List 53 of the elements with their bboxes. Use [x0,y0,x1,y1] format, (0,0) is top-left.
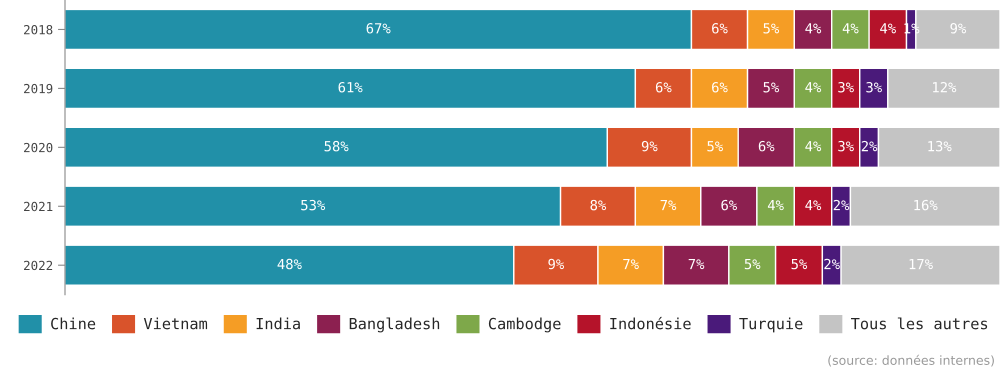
data-label: 48% [278,258,302,270]
data-label: 58% [324,140,348,152]
legend-label: Bangladesh [350,317,440,332]
data-label: 3% [838,82,854,92]
data-label: 67% [366,23,391,34]
data-label: 4% [805,200,822,210]
data-label: 4% [805,23,822,34]
data-label: 6% [656,82,672,92]
data-label: 17% [910,258,933,270]
data-label: 3% [866,82,882,92]
y-tick-label: 2021 [24,202,52,212]
data-label: 6% [712,23,728,34]
legend-label: Chine [51,318,96,330]
data-label: 4% [842,23,859,34]
text: (source: données internes) [828,354,994,366]
data-label: 4% [805,82,822,92]
data-label: 5% [744,258,760,270]
y-tick-label: 2022 [24,260,52,270]
data-label: 6% [758,140,774,152]
data-label: 61% [338,82,362,92]
data-label: 8% [590,200,606,210]
legend-label: Indonésie [610,316,691,330]
data-label: 16% [914,200,938,210]
legend-label: Turquie [739,318,802,332]
data-label: 4% [768,200,784,210]
data-label: 9% [548,258,564,270]
data-label: 9% [642,140,658,152]
data-label: 4% [880,23,896,34]
data-label: 6% [712,82,728,92]
data-label: 6% [721,200,737,210]
data-label: 5% [764,23,780,34]
data-label: 12% [933,82,956,92]
data-label: 2% [862,140,878,152]
legend-label: Vietnam [144,318,208,330]
data-label: 13% [928,140,952,152]
data-label: 5% [792,258,808,270]
data-label: 2% [834,200,850,210]
y-tick-label: 2018 [24,24,52,34]
data-label: 2% [824,258,840,270]
data-label: 7% [623,258,639,270]
data-label: 7% [688,258,704,270]
data-label: 4% [805,141,822,152]
legend-label: Cambodge [488,318,561,332]
legend-label: Tous les autres [851,317,988,330]
y-tick-label: 2020 [24,142,52,152]
data-label: 3% [838,140,854,152]
data-label: 5% [764,82,780,92]
legend-label: India [256,318,300,330]
data-label: 7% [660,200,676,210]
data-label: 53% [301,200,326,210]
data-label: 9% [950,23,966,34]
data-label: 5% [707,141,723,152]
y-tick-label: 2019 [24,84,52,94]
